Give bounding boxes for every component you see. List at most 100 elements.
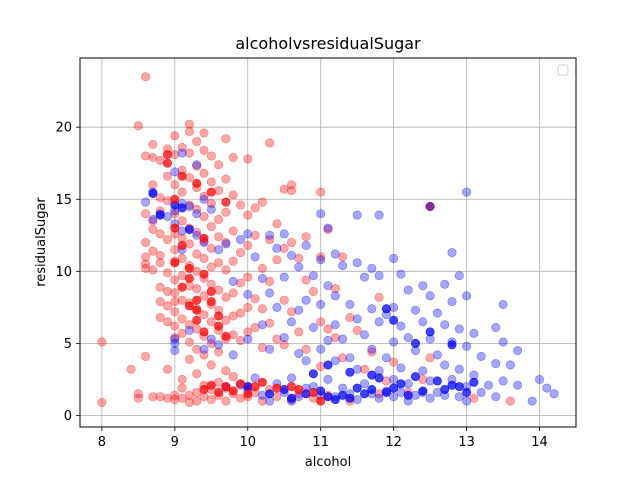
data-point bbox=[214, 186, 224, 196]
data-point bbox=[316, 386, 326, 396]
data-point bbox=[170, 297, 180, 307]
data-point bbox=[192, 249, 202, 259]
data-point bbox=[243, 240, 253, 250]
data-point bbox=[141, 209, 151, 219]
data-point bbox=[163, 317, 173, 327]
data-point bbox=[170, 333, 180, 343]
data-point bbox=[272, 302, 282, 312]
data-point bbox=[243, 302, 253, 312]
data-point bbox=[206, 199, 216, 209]
data-point bbox=[177, 216, 187, 226]
data-point bbox=[359, 272, 369, 282]
data-point bbox=[177, 383, 187, 393]
data-point bbox=[170, 258, 180, 268]
data-point bbox=[155, 251, 165, 261]
data-point bbox=[141, 259, 151, 269]
data-point bbox=[491, 359, 501, 369]
data-point bbox=[192, 396, 202, 406]
y-tick-label: 15 bbox=[55, 193, 72, 208]
data-point bbox=[286, 180, 296, 190]
data-point bbox=[221, 382, 231, 392]
data-point bbox=[352, 210, 362, 220]
data-point bbox=[228, 350, 238, 360]
data-point bbox=[141, 351, 151, 361]
data-point bbox=[316, 396, 326, 406]
data-point bbox=[359, 379, 369, 389]
plot-frame bbox=[79, 57, 577, 428]
data-point bbox=[286, 186, 296, 196]
data-point bbox=[491, 392, 501, 402]
data-point bbox=[163, 235, 173, 245]
data-point bbox=[316, 209, 326, 219]
data-point bbox=[476, 351, 486, 361]
data-point bbox=[155, 312, 165, 322]
data-point bbox=[513, 346, 523, 356]
data-point bbox=[192, 204, 202, 214]
data-point bbox=[133, 393, 143, 403]
data-point bbox=[345, 299, 355, 309]
data-point bbox=[236, 308, 246, 318]
data-point bbox=[265, 230, 275, 240]
data-point bbox=[184, 225, 194, 235]
data-point bbox=[221, 134, 231, 144]
data-point bbox=[177, 328, 187, 338]
data-point bbox=[243, 229, 253, 239]
data-point bbox=[374, 393, 384, 403]
data-point bbox=[228, 190, 238, 200]
data-point bbox=[301, 275, 311, 285]
data-point bbox=[410, 305, 420, 315]
data-point bbox=[163, 150, 173, 160]
data-point bbox=[177, 253, 187, 263]
data-point bbox=[265, 389, 275, 399]
data-point bbox=[221, 207, 231, 217]
data-point bbox=[352, 395, 362, 405]
data-point bbox=[316, 344, 326, 354]
data-point bbox=[286, 373, 296, 383]
data-point bbox=[199, 191, 209, 201]
data-point bbox=[221, 197, 231, 207]
data-point bbox=[243, 327, 253, 337]
x-tick-label: 9 bbox=[171, 435, 179, 450]
data-point bbox=[170, 338, 180, 348]
data-point bbox=[250, 373, 260, 383]
data-point bbox=[396, 269, 406, 279]
data-point bbox=[323, 374, 333, 384]
data-point bbox=[381, 304, 391, 314]
data-point bbox=[286, 307, 296, 317]
data-point bbox=[491, 322, 501, 332]
data-point bbox=[236, 379, 246, 389]
data-point bbox=[454, 382, 464, 392]
data-point bbox=[301, 240, 311, 250]
data-point bbox=[155, 193, 165, 203]
data-point bbox=[97, 397, 107, 407]
data-point bbox=[148, 265, 158, 275]
data-point bbox=[163, 286, 173, 296]
data-point bbox=[440, 279, 450, 289]
data-point bbox=[177, 171, 187, 181]
data-point bbox=[184, 263, 194, 273]
data-point bbox=[228, 226, 238, 236]
data-point bbox=[403, 333, 413, 343]
data-point bbox=[214, 258, 224, 268]
data-point bbox=[206, 243, 216, 253]
data-point bbox=[170, 245, 180, 255]
data-point bbox=[192, 178, 202, 188]
data-point bbox=[454, 271, 464, 281]
x-tick-label: 11 bbox=[312, 435, 329, 450]
data-point bbox=[192, 137, 202, 147]
data-point bbox=[316, 187, 326, 197]
data-point bbox=[199, 194, 209, 204]
y-tick-label: 20 bbox=[55, 121, 72, 136]
data-point bbox=[250, 252, 260, 262]
data-point bbox=[250, 203, 260, 213]
data-point bbox=[214, 245, 224, 255]
data-point bbox=[221, 366, 231, 376]
data-point bbox=[236, 235, 246, 245]
data-point bbox=[432, 350, 442, 360]
data-point bbox=[279, 295, 289, 305]
data-point bbox=[374, 271, 384, 281]
data-point bbox=[163, 268, 173, 278]
data-point bbox=[454, 324, 464, 334]
data-point bbox=[184, 301, 194, 311]
data-point bbox=[184, 390, 194, 400]
